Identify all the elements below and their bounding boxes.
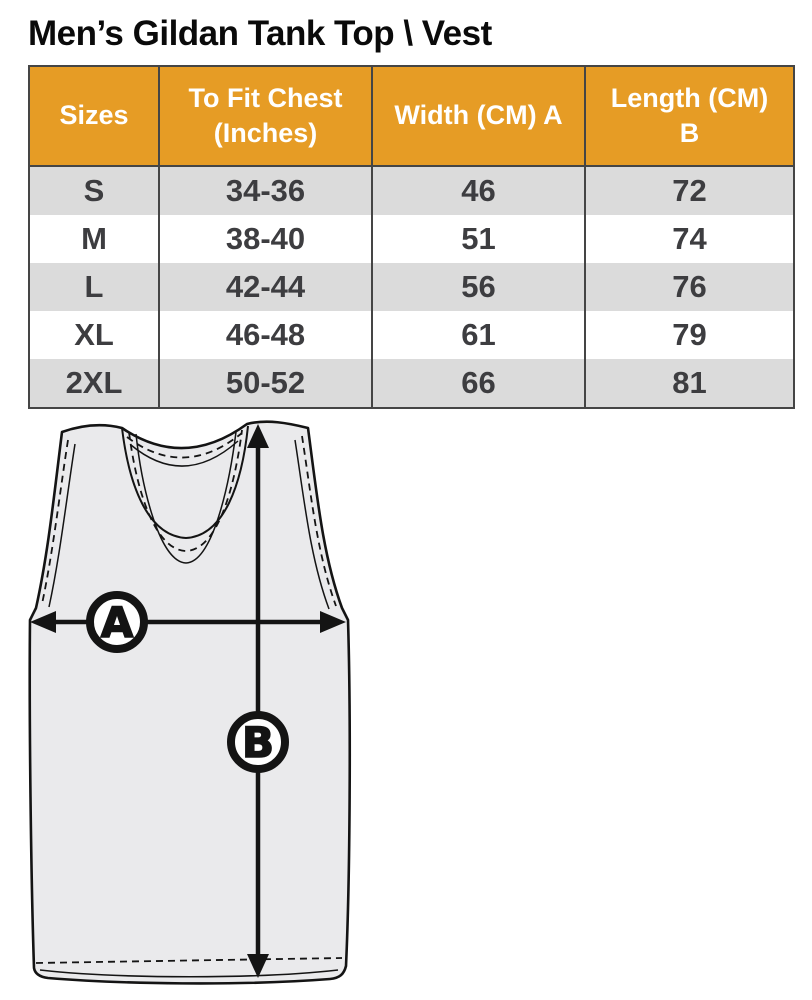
cell-chest: 46-48 [158,311,372,359]
front-neckline-stitching [128,429,243,552]
cell-chest: 38-40 [158,215,372,263]
back-neck-stitching [126,432,243,459]
length-arrow [247,424,269,978]
back-neck-band-edge [130,440,239,467]
column-header-sizes: Sizes [29,66,159,167]
left-armhole-band-edge [48,443,76,608]
front-neckline-band-edge [135,431,237,564]
cell-size: S [83,173,105,208]
cell-length: 74 [584,215,794,263]
table-row: 2XL 50-52 66 81 [29,359,794,408]
page-title: Men’s Gildan Tank Top \ Vest [28,14,492,53]
tank-top-outline [28,420,352,985]
length-marker-label: B [242,718,274,767]
arrow-right-icon [320,611,346,633]
cell-size: L [84,269,104,304]
tank-top-measurement-diagram: A B [28,420,352,985]
length-marker-circle [227,711,289,773]
cell-chest: 50-52 [158,359,372,408]
cell-length: 79 [584,311,794,359]
width-marker-circle [86,591,148,653]
cell-size: XL [74,317,114,352]
column-header-chest: To Fit Chest (Inches) [158,66,372,167]
cell-length: 81 [584,359,794,408]
table-row: XL 46-48 61 79 [29,311,794,359]
cell-width: 51 [371,215,585,263]
cell-width: 66 [371,359,585,408]
right-armhole-stitching [301,435,337,607]
table-row: L 42-44 56 76 [29,263,794,311]
arrow-up-icon [247,424,269,448]
right-armhole-band-edge [294,439,330,610]
column-header-length: Length (CM) B [584,66,794,167]
width-marker-label: A [101,598,134,647]
hem-stitching [35,957,343,964]
cell-size: M [81,221,107,256]
arrow-down-icon [247,954,269,978]
front-neckline-edge [121,425,249,540]
cell-length: 76 [584,263,794,311]
cell-chest: 34-36 [158,166,372,215]
arrow-left-icon [30,611,56,633]
table-row: S 34-36 46 72 [29,166,794,215]
cell-length: 72 [584,166,794,215]
left-armhole-stitching [41,439,69,605]
size-chart-table: Sizes To Fit Chest (Inches) Width (CM) A… [28,65,795,409]
cell-size: 2XL [65,365,123,400]
size-chart-header: Sizes To Fit Chest (Inches) Width (CM) A… [29,66,794,167]
hem-bottom-edge [39,969,339,978]
cell-width: 46 [371,166,585,215]
cell-width: 61 [371,311,585,359]
cell-width: 56 [371,263,585,311]
table-row: M 38-40 51 74 [29,215,794,263]
column-header-width: Width (CM) A [371,66,585,167]
cell-chest: 42-44 [158,263,372,311]
